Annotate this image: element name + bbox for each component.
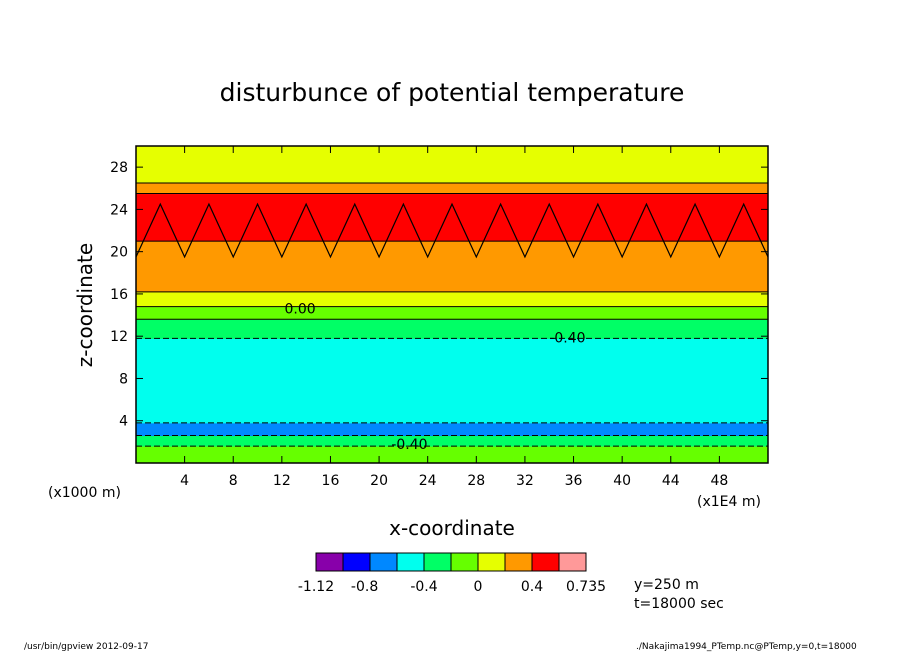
x-tick-label-11: 48 [710,473,728,489]
colorbar-label-1: -0.8 [351,579,378,595]
band-0 [136,446,768,463]
band-2 [136,422,768,437]
x-tick-label-3: 16 [322,473,340,489]
colorbar-swatch-7 [504,552,533,572]
y-tick-label-0: 4 [119,414,128,430]
y-axis-label: z-coordinate [73,243,97,367]
x-tick-label-0: 4 [180,473,189,489]
y-tick-label-3: 16 [110,287,128,303]
x-tick-label-9: 40 [613,473,631,489]
y-tick-label-2: 12 [110,329,128,345]
x-tick-label-6: 28 [467,473,485,489]
band-5 [136,306,768,320]
colorbar-label-0: -1.12 [298,579,334,595]
info-y: y=250 m [634,577,699,593]
band-1 [136,435,768,447]
plot-frame [135,145,769,464]
y-tick-label-6: 28 [110,160,128,176]
colorbar-label-5: 0.735 [566,579,606,595]
colorbar-swatch-2 [369,552,398,572]
x-unit-right: (x1E4 m) [697,494,761,510]
band-7 [136,241,768,293]
y-tick-label-5: 24 [110,202,128,218]
colorbar-swatch-5 [450,552,479,572]
contour-label-0: 0.00 [284,302,315,318]
band-4 [136,319,768,339]
plot-area: 0.00 -0.40 -0.40 [136,146,768,463]
band-3 [136,338,768,424]
band-10 [136,146,768,184]
x-unit-left: (x1000 m) [48,485,121,501]
footer-left: /usr/bin/gpview 2012-09-17 [24,642,149,652]
colorbar-label-3: 0 [474,579,483,595]
chart-title: disturbunce of potential temperature [220,78,685,107]
footer-right: ./Nakajima1994_PTemp.nc@PTemp,y=0,t=1800… [636,642,857,652]
colorbar-label-2: -0.4 [410,579,437,595]
colorbar-swatch-6 [477,552,506,572]
band-6 [136,291,768,308]
y-tick-label-1: 8 [119,371,128,387]
x-tick-label-4: 20 [370,473,388,489]
x-tick-label-10: 44 [662,473,680,489]
colorbar-swatch-9 [558,552,587,572]
band-9 [136,182,768,195]
x-tick-label-1: 8 [229,473,238,489]
x-tick-label-7: 32 [516,473,534,489]
band-8 [136,193,768,242]
contour-label-2: -0.40 [391,437,427,453]
colorbar-swatch-8 [531,552,560,572]
colorbar-swatch-0 [315,552,344,572]
contour-label-1: -0.40 [549,330,585,346]
info-t: t=18000 sec [634,596,724,612]
colorbar-swatch-4 [423,552,452,572]
colorbar: -1.12 -0.8 -0.4 0 0.4 0.735 [298,552,606,595]
contour-zigzag [136,202,768,259]
y-tick-label-4: 20 [110,245,128,261]
x-tick-label-2: 12 [273,473,291,489]
colorbar-swatch-3 [396,552,425,572]
x-axis-label: x-coordinate [389,516,515,540]
x-tick-label-5: 24 [419,473,437,489]
colorbar-label-4: 0.4 [521,579,543,595]
colorbar-swatch-1 [342,552,371,572]
x-tick-label-8: 36 [565,473,583,489]
